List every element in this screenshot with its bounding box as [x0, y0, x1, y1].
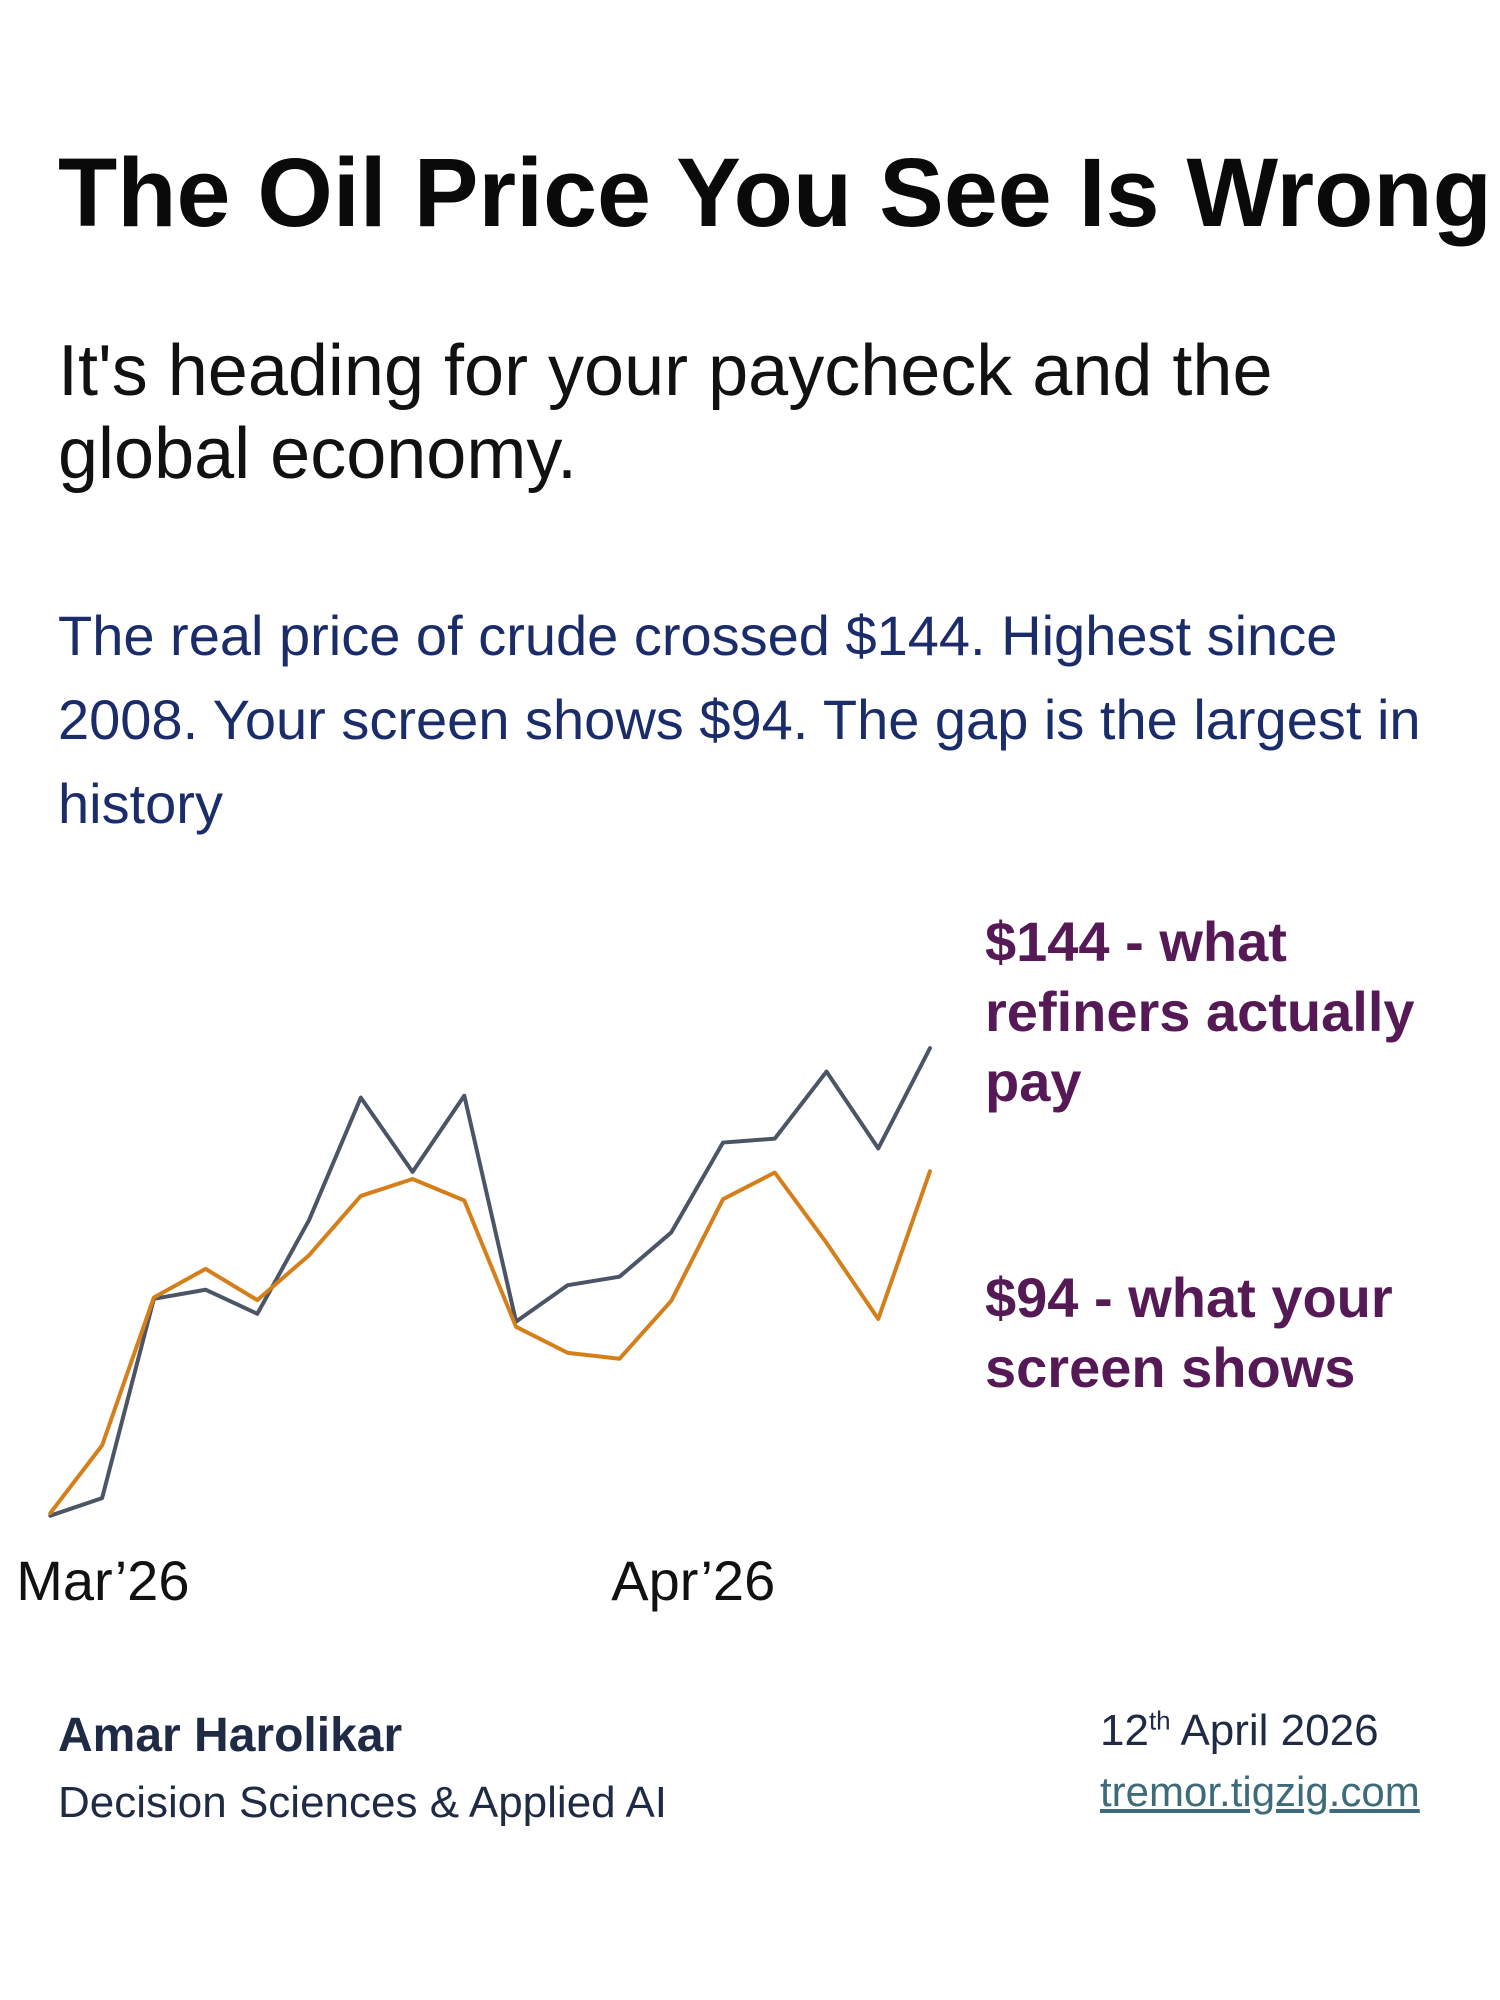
publish-date-suffix: th — [1148, 1705, 1171, 1736]
page-title: The Oil Price You See Is Wrong — [58, 138, 1492, 247]
author-name: Amar Harolikar — [58, 1709, 403, 1762]
publish-date-rest: April 2026 — [1170, 1706, 1379, 1755]
x-axis-ticks: Mar’26 Apr’26 — [16, 1549, 775, 1612]
series-line-screen — [48, 1169, 932, 1516]
series-layer — [48, 1046, 932, 1518]
lead-paragraph: The real price of crude crossed $144. Hi… — [58, 604, 1421, 835]
publish-date: 12th April 2026 — [1100, 1706, 1379, 1756]
publish-date-day: 12 — [1100, 1706, 1149, 1755]
chart-canvas: Mar’26 Apr’26 — [16, 1046, 932, 1612]
site-link[interactable]: tremor.tigzig.com — [1100, 1768, 1420, 1815]
x-tick-label: Mar’26 — [16, 1549, 189, 1612]
callout-screen-price: $94 - what your screen shows — [985, 1266, 1393, 1399]
series-line-refiners — [48, 1046, 932, 1518]
author-role: Decision Sciences & Applied AI — [58, 1778, 668, 1827]
page-subtitle: It's heading for your paycheck and the g… — [58, 331, 1273, 494]
x-tick-label: Apr’26 — [611, 1549, 775, 1612]
oil-price-chart: Mar’26 Apr’26 — [0, 900, 1500, 1650]
callout-refiners-price: $144 - what refiners actually pay — [985, 910, 1415, 1113]
